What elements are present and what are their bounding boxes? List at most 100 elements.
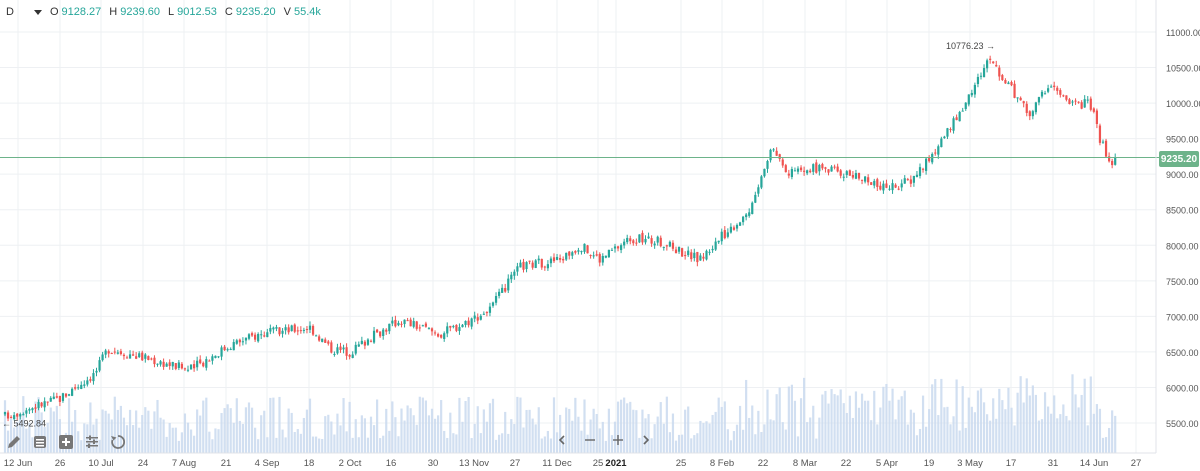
volume-bar bbox=[250, 407, 254, 453]
candle-body bbox=[501, 287, 504, 293]
candle-body bbox=[1098, 125, 1102, 143]
volume-bar bbox=[501, 433, 504, 453]
volume-bar bbox=[982, 402, 986, 453]
candle-body bbox=[421, 325, 424, 327]
candle-body bbox=[354, 344, 357, 354]
volume-bar bbox=[632, 409, 635, 453]
volume-bar bbox=[235, 398, 238, 453]
volume-bar bbox=[421, 397, 424, 453]
volume-bar bbox=[379, 438, 382, 453]
candle-body bbox=[366, 339, 370, 345]
candle-body bbox=[867, 177, 870, 183]
candle-body bbox=[467, 320, 470, 326]
candle-body bbox=[128, 354, 132, 359]
y-tick-label: 6500.00 bbox=[1166, 348, 1199, 358]
volume-bar bbox=[409, 408, 412, 453]
candle-body bbox=[318, 336, 321, 341]
volume-bar bbox=[77, 431, 80, 453]
volume-bar bbox=[485, 421, 488, 453]
candle-body bbox=[116, 352, 119, 354]
y-axis[interactable]: 11000.00 10500.00 10000.00 9500.00 9000.00 85… bbox=[1155, 0, 1200, 453]
candle-body bbox=[461, 324, 464, 328]
candle-body bbox=[403, 319, 406, 325]
candle-body bbox=[559, 258, 562, 260]
volume-bar bbox=[702, 423, 705, 453]
candle-body bbox=[516, 266, 519, 272]
volume-bar bbox=[165, 436, 168, 453]
x-tick-label: 8 Feb bbox=[710, 458, 734, 469]
volume-bar bbox=[961, 386, 964, 453]
candle-body bbox=[159, 361, 162, 365]
candle-body bbox=[211, 356, 214, 361]
candle-body bbox=[345, 347, 348, 356]
volume-bar bbox=[693, 435, 696, 453]
candle-body bbox=[763, 168, 766, 177]
volume-bar bbox=[199, 415, 202, 453]
volume-bar bbox=[1056, 418, 1059, 453]
candle-body bbox=[440, 334, 443, 338]
list-icon[interactable] bbox=[30, 432, 50, 452]
chevron-left-icon[interactable] bbox=[552, 430, 572, 450]
y-tick-label: 7000.00 bbox=[1166, 312, 1199, 322]
x-tick-label: 24 bbox=[138, 458, 149, 469]
volume-bar bbox=[690, 438, 693, 453]
zoom-out-icon[interactable] bbox=[580, 430, 600, 450]
volume-bar bbox=[839, 389, 842, 453]
volume-bar bbox=[546, 430, 549, 453]
candle-body bbox=[284, 327, 287, 331]
candle-body bbox=[806, 170, 809, 174]
volume-bar bbox=[769, 419, 772, 453]
candle-body bbox=[266, 332, 269, 338]
candle-body bbox=[113, 351, 116, 353]
settings-sliders-icon[interactable] bbox=[82, 432, 102, 452]
candle-body bbox=[34, 407, 37, 409]
candle-body bbox=[272, 327, 275, 330]
candle-body bbox=[150, 358, 153, 360]
volume-bar bbox=[943, 407, 946, 453]
interval-dropdown-icon[interactable] bbox=[33, 9, 42, 15]
volume-bar bbox=[992, 398, 995, 453]
x-axis[interactable]: 12 Jun 26 10 Jul 24 7 Aug 21 4 Sep 18 2 Oct 16 30 1… bbox=[0, 452, 1156, 469]
volume-bar bbox=[799, 398, 803, 453]
x-tick-label: 14 Jun bbox=[1080, 458, 1109, 469]
chevron-right-icon[interactable] bbox=[636, 430, 656, 450]
candle-body bbox=[754, 194, 757, 203]
candle-body bbox=[1059, 90, 1062, 95]
y-tick-label: 11000.00 bbox=[1166, 28, 1200, 38]
candle-body bbox=[476, 317, 479, 321]
volume-bar bbox=[1095, 404, 1098, 453]
y-tick-label: 6000.00 bbox=[1166, 383, 1199, 393]
volume-bar bbox=[10, 418, 13, 453]
candle-body bbox=[379, 331, 382, 337]
volume-bar bbox=[266, 437, 269, 453]
volume-bar bbox=[461, 421, 464, 453]
candle-body bbox=[74, 387, 77, 389]
candle-body bbox=[592, 255, 595, 257]
x-tick-label: 22 bbox=[841, 458, 852, 469]
volume-bar bbox=[827, 403, 830, 453]
volume-bar bbox=[967, 397, 970, 453]
candle-body bbox=[281, 330, 284, 334]
candle-body bbox=[671, 242, 675, 249]
candle-body bbox=[821, 164, 824, 169]
candle-body bbox=[452, 326, 455, 328]
candle-body bbox=[738, 222, 742, 226]
volume-bar bbox=[964, 427, 967, 453]
pencil-icon[interactable] bbox=[4, 432, 24, 452]
volume-bar bbox=[119, 405, 122, 453]
reset-icon[interactable] bbox=[108, 432, 128, 452]
volume-bar bbox=[418, 396, 421, 453]
candle-body bbox=[427, 328, 431, 330]
candle-body bbox=[766, 161, 769, 169]
add-indicator-icon[interactable] bbox=[56, 432, 76, 452]
volume-bar bbox=[211, 439, 214, 453]
zoom-in-icon[interactable] bbox=[608, 430, 628, 450]
interval-label[interactable]: D bbox=[6, 6, 14, 18]
x-tick-label: 10 Jul bbox=[88, 458, 113, 469]
candle-body bbox=[305, 329, 309, 331]
volume-bar bbox=[699, 420, 702, 453]
candle-body bbox=[315, 335, 318, 337]
candle-body bbox=[778, 154, 781, 159]
candle-body bbox=[369, 340, 373, 342]
